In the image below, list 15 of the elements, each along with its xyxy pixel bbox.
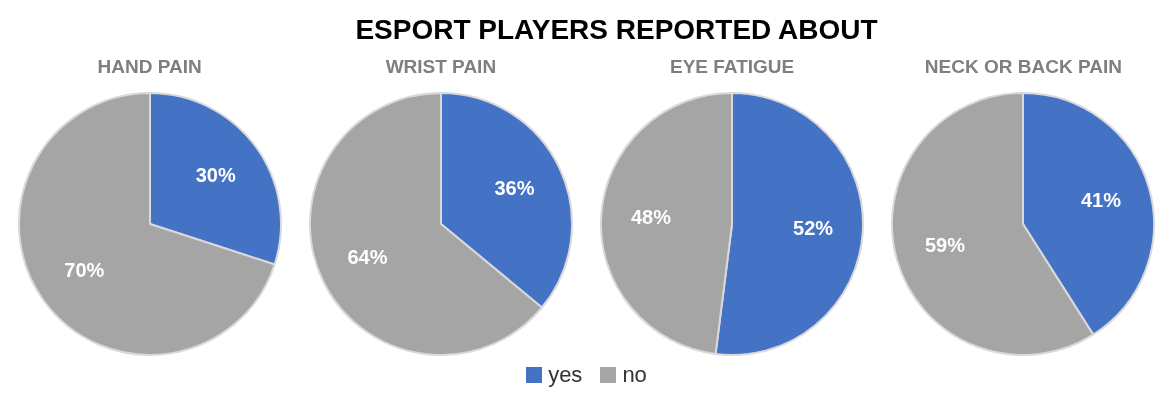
legend-label: yes <box>548 362 583 388</box>
data-label: 52% <box>793 216 834 239</box>
data-label: 41% <box>1081 188 1122 211</box>
data-label: 70% <box>63 259 105 282</box>
legend-label: no <box>622 362 647 388</box>
data-label: 48% <box>631 206 672 229</box>
data-label: 30% <box>195 163 236 186</box>
data-label: 59% <box>925 234 966 257</box>
chart-title: HAND PAIN <box>96 55 203 79</box>
chart-title: WRIST PAIN <box>384 55 498 79</box>
text: ESPORT PLAYERS REPORTED ABOUT <box>354 13 879 47</box>
chart-title: NECK OR BACK PAIN <box>923 55 1123 79</box>
data-label: 64% <box>347 246 388 269</box>
chart-title: EYE FATIGUE <box>669 55 796 79</box>
data-label: 36% <box>494 176 535 199</box>
